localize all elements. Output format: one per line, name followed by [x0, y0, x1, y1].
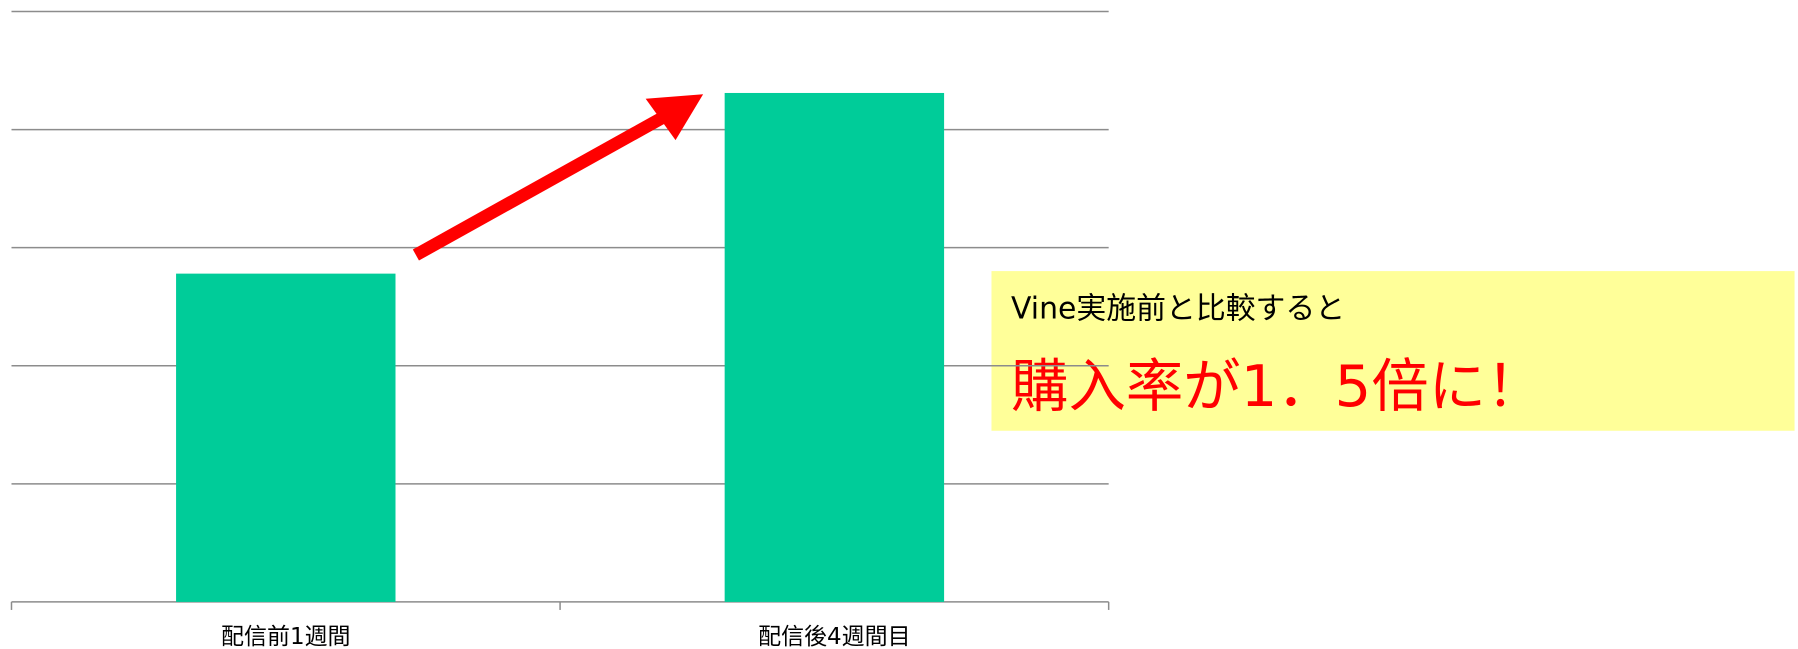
callout-box — [991, 271, 1795, 431]
annotation-highlight: 購入率が1．5倍に！ — [1011, 353, 1544, 420]
arrow-shaft — [412, 103, 681, 261]
x-tick-label: 配信後4週間目 — [758, 624, 910, 649]
arrow-head — [645, 94, 704, 141]
annotation: Vine実施前と比較すると — [1011, 292, 1345, 327]
bar — [176, 273, 396, 602]
bar — [724, 92, 945, 602]
x-tick-label: 配信前1週間 — [221, 624, 350, 649]
